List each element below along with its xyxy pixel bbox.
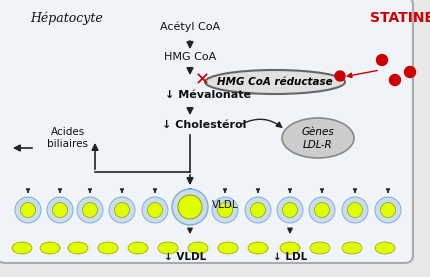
Circle shape bbox=[142, 197, 168, 223]
Text: ↓ LDL: ↓ LDL bbox=[273, 252, 307, 262]
Text: LDL-R: LDL-R bbox=[303, 140, 333, 150]
Circle shape bbox=[178, 195, 202, 219]
Text: HMG CoA réductase: HMG CoA réductase bbox=[217, 77, 333, 87]
Circle shape bbox=[47, 197, 73, 223]
Circle shape bbox=[177, 197, 203, 223]
Ellipse shape bbox=[310, 242, 330, 254]
Circle shape bbox=[377, 55, 387, 65]
Text: ↓ Mévalonate: ↓ Mévalonate bbox=[165, 90, 251, 100]
Text: ↓ VLDL: ↓ VLDL bbox=[164, 252, 206, 262]
Circle shape bbox=[114, 202, 129, 217]
Circle shape bbox=[375, 197, 401, 223]
Circle shape bbox=[347, 202, 362, 217]
Ellipse shape bbox=[68, 242, 88, 254]
Circle shape bbox=[182, 202, 197, 217]
Ellipse shape bbox=[40, 242, 60, 254]
Circle shape bbox=[277, 197, 303, 223]
Circle shape bbox=[212, 197, 238, 223]
Circle shape bbox=[172, 189, 208, 225]
Ellipse shape bbox=[158, 242, 178, 254]
Text: Acétyl CoA: Acétyl CoA bbox=[160, 22, 220, 32]
FancyBboxPatch shape bbox=[0, 0, 413, 263]
Circle shape bbox=[109, 197, 135, 223]
Text: HMG CoA: HMG CoA bbox=[164, 52, 216, 62]
Text: STATINE: STATINE bbox=[370, 11, 430, 25]
Circle shape bbox=[390, 75, 400, 86]
Circle shape bbox=[77, 197, 103, 223]
Circle shape bbox=[245, 197, 271, 223]
Text: Hépatocyte: Hépatocyte bbox=[30, 12, 103, 25]
Text: Gènes: Gènes bbox=[301, 127, 335, 137]
Text: ✕: ✕ bbox=[194, 71, 209, 89]
Ellipse shape bbox=[375, 242, 395, 254]
Ellipse shape bbox=[248, 242, 268, 254]
Text: Acides
biliaires: Acides biliaires bbox=[47, 127, 89, 149]
Circle shape bbox=[218, 202, 233, 217]
Circle shape bbox=[21, 202, 36, 217]
Circle shape bbox=[405, 66, 415, 78]
Circle shape bbox=[147, 202, 163, 217]
Circle shape bbox=[251, 202, 265, 217]
Ellipse shape bbox=[205, 70, 345, 94]
Ellipse shape bbox=[128, 242, 148, 254]
Ellipse shape bbox=[188, 242, 208, 254]
Text: ↓ Cholestérol: ↓ Cholestérol bbox=[162, 120, 246, 130]
Circle shape bbox=[15, 197, 41, 223]
Circle shape bbox=[283, 202, 298, 217]
Circle shape bbox=[83, 202, 98, 217]
Circle shape bbox=[381, 202, 396, 217]
Circle shape bbox=[335, 71, 345, 81]
Ellipse shape bbox=[98, 242, 118, 254]
Ellipse shape bbox=[12, 242, 32, 254]
Circle shape bbox=[309, 197, 335, 223]
Circle shape bbox=[314, 202, 329, 217]
Ellipse shape bbox=[342, 242, 362, 254]
Circle shape bbox=[342, 197, 368, 223]
Ellipse shape bbox=[218, 242, 238, 254]
Text: VLDL: VLDL bbox=[212, 200, 239, 210]
Ellipse shape bbox=[280, 242, 300, 254]
Ellipse shape bbox=[282, 118, 354, 158]
Circle shape bbox=[52, 202, 68, 217]
